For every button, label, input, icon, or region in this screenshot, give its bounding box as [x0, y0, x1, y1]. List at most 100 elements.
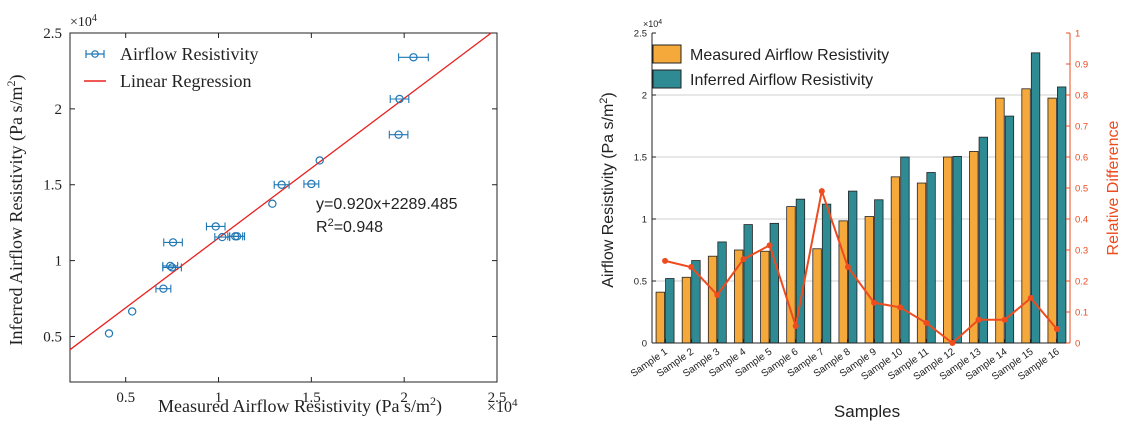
measured-bar — [734, 249, 744, 344]
relative-difference-point — [949, 340, 956, 346]
legend-errorbar-icon — [85, 50, 105, 58]
relative-difference-point — [1027, 295, 1034, 302]
data-point — [162, 261, 179, 271]
inferred-bar — [665, 278, 675, 344]
right-y2-tick-label: 0.7 — [1075, 122, 1088, 133]
inferred-bar — [900, 156, 910, 344]
inferred-bar — [821, 203, 832, 344]
data-point — [273, 180, 290, 189]
right-x-tick-label: Sample 8 — [812, 346, 853, 379]
right-y2-tick-label: 0.1 — [1075, 308, 1088, 319]
data-point — [398, 53, 429, 62]
right-x-tick-label: Sample 11 — [886, 346, 931, 382]
right-y2-tick-label: 0.6 — [1075, 153, 1088, 164]
r-squared: R2=0.948 — [316, 217, 383, 236]
relative-difference-point — [897, 304, 904, 311]
measured-bar — [916, 182, 927, 344]
left-y-tick-label: 2.5 — [43, 26, 62, 42]
measured-bar — [812, 248, 822, 344]
data-point — [205, 222, 226, 231]
left-y-multiplier: ×104 — [70, 13, 97, 31]
inferred-bar — [978, 136, 988, 344]
data-point — [163, 238, 183, 247]
right-x-tick-label: Sample 6 — [759, 346, 800, 379]
right-x-tick-label: Sample 16 — [1016, 346, 1062, 383]
inferred-bar — [691, 260, 701, 344]
data-point — [315, 156, 324, 165]
right-x-axis-label: Samples — [834, 402, 900, 421]
right-y2-tick-label: 1 — [1075, 29, 1080, 40]
measured-bar — [838, 220, 848, 344]
inferred-bar — [848, 190, 858, 344]
relative-difference-point — [1053, 326, 1060, 333]
right-y-tick-label: 0 — [642, 339, 647, 350]
relative-difference-point — [1001, 316, 1008, 323]
measured-bar — [943, 156, 953, 344]
regression-equation: y=0.920x+2289.485 — [316, 196, 458, 213]
right-y2-tick-label: 0.8 — [1075, 91, 1088, 102]
right-x-tick-label: Sample 14 — [964, 346, 1010, 383]
right-y2-tick-label: 0.5 — [1075, 184, 1088, 195]
legend-swatch-measured — [652, 44, 682, 64]
data-point — [214, 232, 231, 242]
right-y-axis-label: Airflow Resistivity (Pa s/m2) — [598, 92, 617, 287]
right-y2-tick-label: 0.9 — [1075, 60, 1088, 71]
data-point — [388, 130, 409, 139]
right-y-tick-label: 1 — [642, 215, 647, 226]
left-y-tick-label: 1.5 — [43, 178, 62, 194]
measured-bar — [786, 206, 796, 344]
right-y-tick-label: 2.5 — [634, 29, 647, 40]
inferred-bar — [795, 198, 806, 344]
relative-difference-point — [662, 257, 669, 264]
right-legend: Measured Airflow Resistivity Inferred Ai… — [652, 44, 889, 89]
right-x-tick-label: Sample 4 — [707, 346, 748, 379]
left-legend: Airflow Resistivity Linear Regression — [84, 44, 259, 91]
inferred-bar — [1030, 52, 1041, 344]
data-point — [303, 179, 320, 189]
measured-bar — [760, 250, 770, 344]
right-x-tick-label: Sample 5 — [733, 346, 774, 379]
inferred-bar — [717, 241, 727, 344]
right-y-tick-label: 2 — [642, 91, 647, 102]
right-x-tick-label: Sample 13 — [938, 346, 984, 383]
left-y-tick-label: 0.5 — [43, 329, 62, 345]
inferred-bar — [952, 155, 962, 344]
right-y-multiplier: ×104 — [643, 19, 662, 30]
inferred-bar — [1004, 115, 1015, 344]
legend-swatch-inferred — [652, 69, 682, 89]
right-x-tick-label: Sample 3 — [681, 346, 722, 379]
inferred-bar — [743, 224, 753, 344]
left-y-tick-label: 2 — [55, 102, 63, 118]
relative-difference-point — [792, 322, 799, 329]
measured-bar — [969, 151, 979, 344]
right-y-tick-label: 0.5 — [634, 277, 647, 288]
measured-bar — [890, 176, 901, 344]
right-y2-tick-label: 0.3 — [1075, 246, 1088, 257]
relative-difference-line — [664, 187, 1058, 345]
right-x-tick-label: Sample 10 — [859, 346, 905, 383]
right-x-tick-label: Sample 9 — [838, 346, 879, 379]
left-x-tick-label: 1.5 — [302, 390, 321, 406]
measured-bar — [655, 291, 665, 344]
legend-label-regression: Linear Regression — [120, 71, 251, 91]
measured-bar — [707, 255, 718, 344]
left-x-tick-label: 0.5 — [116, 390, 135, 406]
right-x-tick-label: Sample 12 — [912, 346, 958, 383]
data-point — [389, 94, 410, 104]
right-x-tick-label: Sample 7 — [786, 346, 827, 379]
left-y-tick-label: 1 — [55, 254, 63, 270]
relative-difference-point — [714, 291, 721, 298]
relative-difference-point — [818, 188, 825, 195]
inferred-bar — [926, 172, 936, 344]
measured-bar — [864, 216, 874, 344]
inferred-bar — [769, 222, 779, 344]
data-point — [127, 307, 137, 316]
relative-difference-point — [871, 299, 878, 306]
right-y2-tick-label: 0.2 — [1075, 277, 1088, 288]
relative-difference-point — [923, 319, 930, 326]
right-x-tick-label: Sample 2 — [655, 346, 696, 379]
right-x-tick-label: Sample 15 — [990, 346, 1036, 383]
relative-difference-point — [688, 264, 695, 271]
left-y-axis-label: Inferred Airflow Resistivity (Pa s/m2) — [4, 75, 27, 346]
relative-difference-point — [844, 264, 851, 271]
